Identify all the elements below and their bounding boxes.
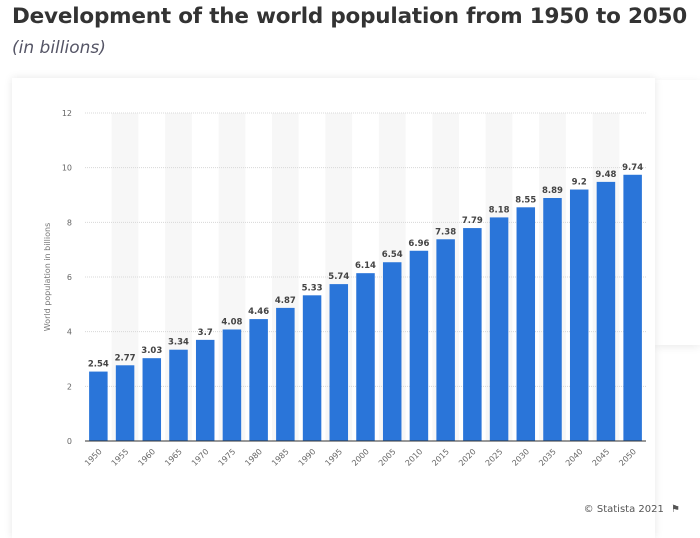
- data-label: 5.74: [328, 272, 349, 282]
- bar: [89, 371, 108, 441]
- data-label: 4.46: [248, 307, 269, 317]
- data-label: 4.08: [221, 317, 242, 327]
- bar: [463, 228, 482, 441]
- bar: [222, 329, 242, 441]
- x-tick-label: 2025: [484, 447, 505, 468]
- y-tick-label: 8: [67, 218, 72, 227]
- bar: [195, 339, 215, 441]
- bar: [329, 284, 349, 441]
- data-label: 5.33: [302, 283, 323, 293]
- credit-text: © Statista 2021: [583, 504, 664, 515]
- x-tick-label: 2040: [564, 447, 585, 468]
- bar: [409, 250, 429, 441]
- bar: [115, 365, 135, 441]
- y-axis-label: World population in billions: [43, 223, 52, 332]
- data-label: 3.7: [198, 328, 213, 338]
- data-label: 4.87: [275, 296, 296, 306]
- chart-title: Development of the world population from…: [12, 4, 688, 29]
- bar: [356, 273, 375, 441]
- y-tick-label: 10: [62, 164, 72, 173]
- data-label: 8.18: [489, 205, 510, 215]
- data-label: 7.79: [462, 216, 483, 226]
- x-tick-label: 1965: [163, 447, 184, 468]
- x-tick-label: 2000: [350, 447, 371, 468]
- data-label: 9.74: [622, 163, 643, 173]
- flag-icon[interactable]: ⚑: [671, 504, 680, 515]
- bar: [169, 349, 188, 441]
- data-label: 8.55: [515, 195, 536, 205]
- data-label: 3.03: [141, 346, 162, 356]
- bar: [489, 217, 509, 441]
- x-tick-label: 2050: [617, 447, 638, 468]
- bar: [569, 189, 589, 441]
- x-tick-label: 2020: [457, 447, 478, 468]
- x-tick-label: 2030: [510, 447, 531, 468]
- bar: [249, 319, 268, 441]
- data-label: 3.34: [168, 338, 189, 348]
- data-label: 6.96: [408, 239, 429, 249]
- x-tick-label: 1950: [83, 447, 104, 468]
- x-tick-label: 1955: [110, 447, 131, 468]
- y-tick-label: 6: [67, 273, 72, 282]
- x-tick-label: 2045: [591, 447, 612, 468]
- bar: [623, 174, 642, 442]
- data-label: 6.54: [382, 250, 403, 260]
- bar-chart: 0 2 4 6 8 10 12 World population in billions 2.5…: [43, 109, 646, 468]
- bar: [142, 358, 162, 441]
- x-tick-label: 1975: [217, 447, 238, 468]
- data-label: 6.14: [355, 261, 376, 271]
- x-tick-label: 2010: [404, 447, 425, 468]
- bar: [302, 295, 322, 441]
- x-tick-label: 1980: [243, 447, 264, 468]
- x-tick-label: 1995: [323, 447, 344, 468]
- bar: [596, 181, 616, 441]
- data-label: 2.77: [115, 353, 136, 363]
- side-panel: [655, 80, 700, 345]
- data-label: 7.38: [435, 227, 456, 237]
- y-tick-label: 12: [62, 109, 72, 118]
- x-tick-label: 2035: [537, 447, 558, 468]
- bar: [276, 307, 295, 441]
- x-tick-label: 1970: [190, 447, 211, 468]
- bar: [382, 262, 402, 441]
- x-tick-label: 2005: [377, 447, 398, 468]
- y-tick-label: 2: [67, 382, 72, 391]
- y-tick-label: 4: [67, 328, 72, 337]
- data-label: 9.48: [595, 170, 616, 180]
- data-label: 2.54: [88, 360, 109, 370]
- bar: [543, 198, 562, 441]
- data-label: 8.89: [542, 186, 563, 196]
- x-tick-label: 2015: [430, 447, 451, 468]
- data-label: 9.2: [572, 178, 587, 188]
- chart-subtitle: (in billions): [12, 38, 106, 58]
- bar: [436, 239, 455, 441]
- y-tick-label: 0: [67, 437, 72, 446]
- credit[interactable]: © Statista 2021 ⚑: [584, 504, 680, 515]
- x-tick-label: 1990: [297, 447, 318, 468]
- bar: [516, 207, 536, 441]
- x-tick-label: 1960: [136, 447, 157, 468]
- x-tick-label: 1985: [270, 447, 291, 468]
